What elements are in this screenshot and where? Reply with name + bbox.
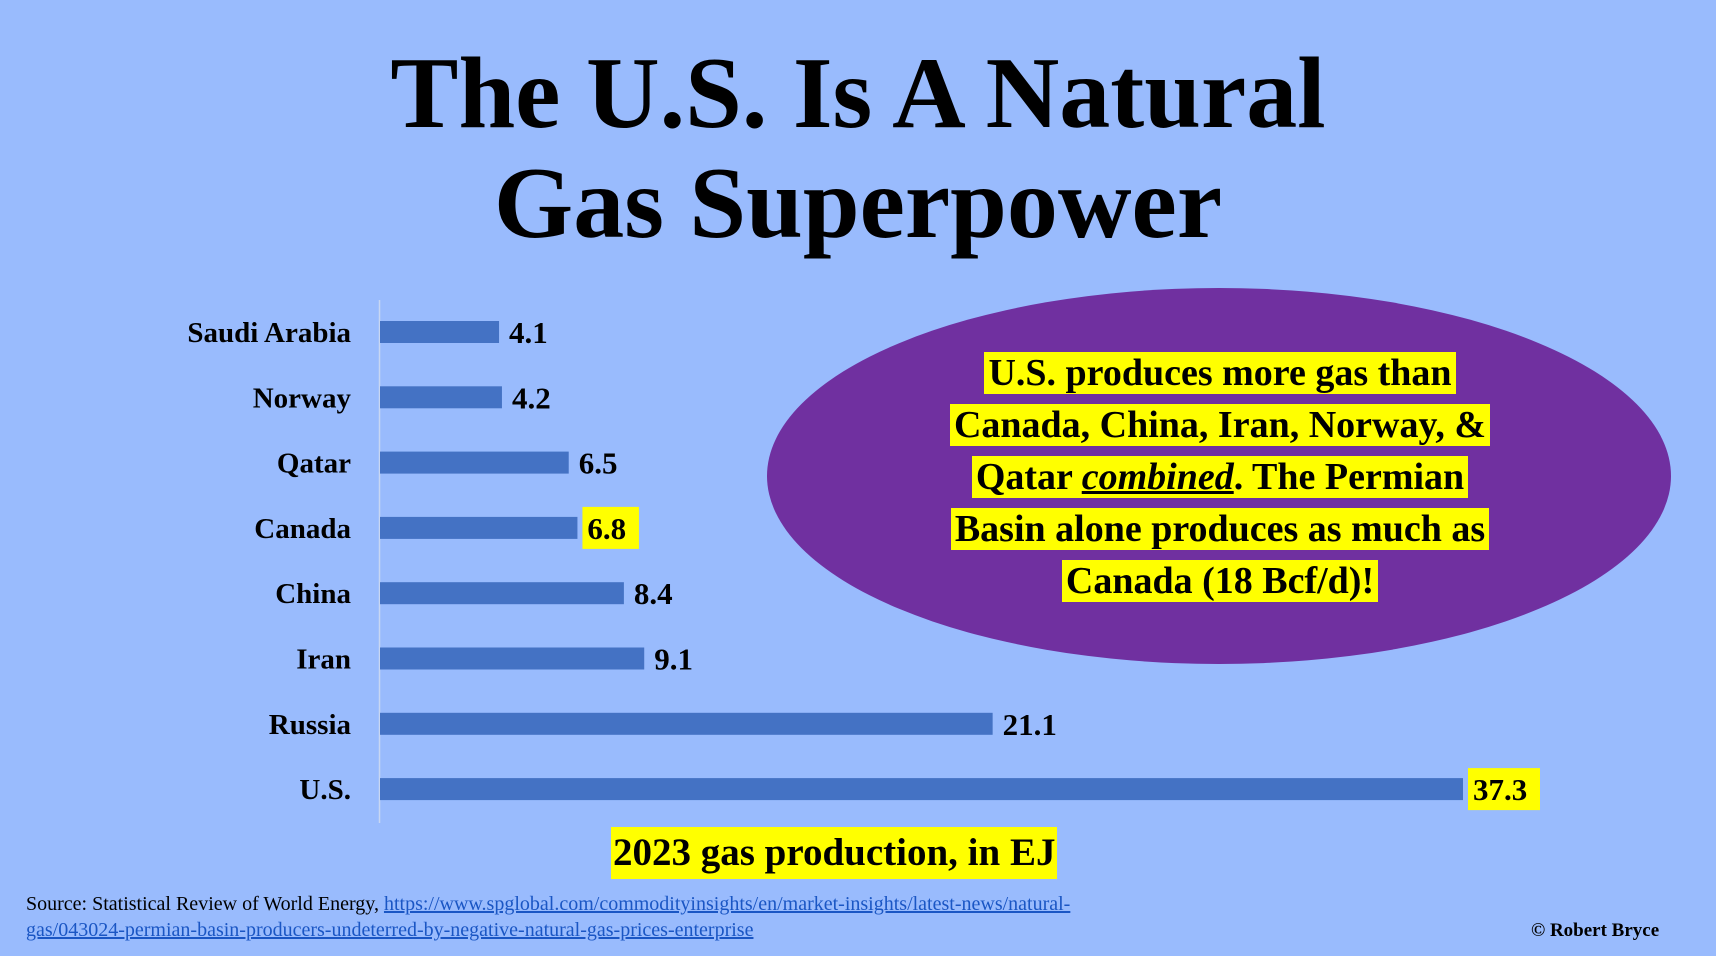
category-label: Norway xyxy=(253,382,352,414)
value-label: 8.4 xyxy=(634,576,673,611)
callout-text: U.S. produces more gas than Canada, Chin… xyxy=(840,347,1600,607)
category-label: Qatar xyxy=(277,448,351,480)
callout-line-1: U.S. produces more gas than xyxy=(984,352,1456,394)
value-label: 6.8 xyxy=(587,511,626,546)
bar xyxy=(380,582,624,605)
chart-title-line-2: Gas Superpower xyxy=(493,147,1223,260)
bar xyxy=(380,778,1463,801)
source-note: Source: Statistical Review of World Ener… xyxy=(26,891,1126,943)
bar xyxy=(380,647,645,670)
source-link[interactable]: https://www.spglobal.com/commodityinsigh… xyxy=(26,893,1071,941)
callout-emphasis: combined xyxy=(1081,456,1234,498)
callout-line-3-start: Qatar xyxy=(975,456,1082,498)
callout-line-5: Canada (18 Bcf/d)! xyxy=(1061,560,1379,602)
bar xyxy=(380,321,500,343)
bar xyxy=(380,451,569,474)
value-label: 4.2 xyxy=(512,380,551,415)
callout-line-3: Qatar combined. The Permian xyxy=(971,456,1469,498)
category-label: Canada xyxy=(254,513,351,545)
category-label: Saudi Arabia xyxy=(187,317,351,349)
value-label: 9.1 xyxy=(654,642,693,677)
value-highlight xyxy=(1468,768,1540,811)
bar xyxy=(380,712,993,735)
callout-line-3-end: . The Permian xyxy=(1233,456,1465,498)
value-label: 6.5 xyxy=(579,446,618,481)
value-label: 37.3 xyxy=(1473,772,1527,807)
category-label: U.S. xyxy=(299,774,351,806)
bar xyxy=(380,516,578,539)
category-label: Iran xyxy=(296,644,351,676)
bar-chart: Saudi Arabia 4.1 Norway 4.2 Qatar 6.5 Canada 6.… xyxy=(187,300,1540,823)
bar xyxy=(380,386,502,409)
callout-line-4: Basin alone produces as much as xyxy=(950,508,1490,550)
category-label: Russia xyxy=(269,709,352,741)
value-highlight xyxy=(582,506,639,549)
callout-line-2: Canada, China, Iran, Norway, & xyxy=(949,404,1491,446)
chart-title-line-1: The U.S. Is A Natural xyxy=(390,37,1326,150)
category-label: China xyxy=(275,578,351,610)
value-label: 21.1 xyxy=(1003,707,1057,742)
value-label: 4.1 xyxy=(509,315,548,350)
x-axis-label: 2023 gas production, in EJ xyxy=(611,827,1058,879)
copyright: © Robert Bryce xyxy=(1531,920,1660,941)
source-prefix: Source: Statistical Review of World Ener… xyxy=(26,893,384,915)
